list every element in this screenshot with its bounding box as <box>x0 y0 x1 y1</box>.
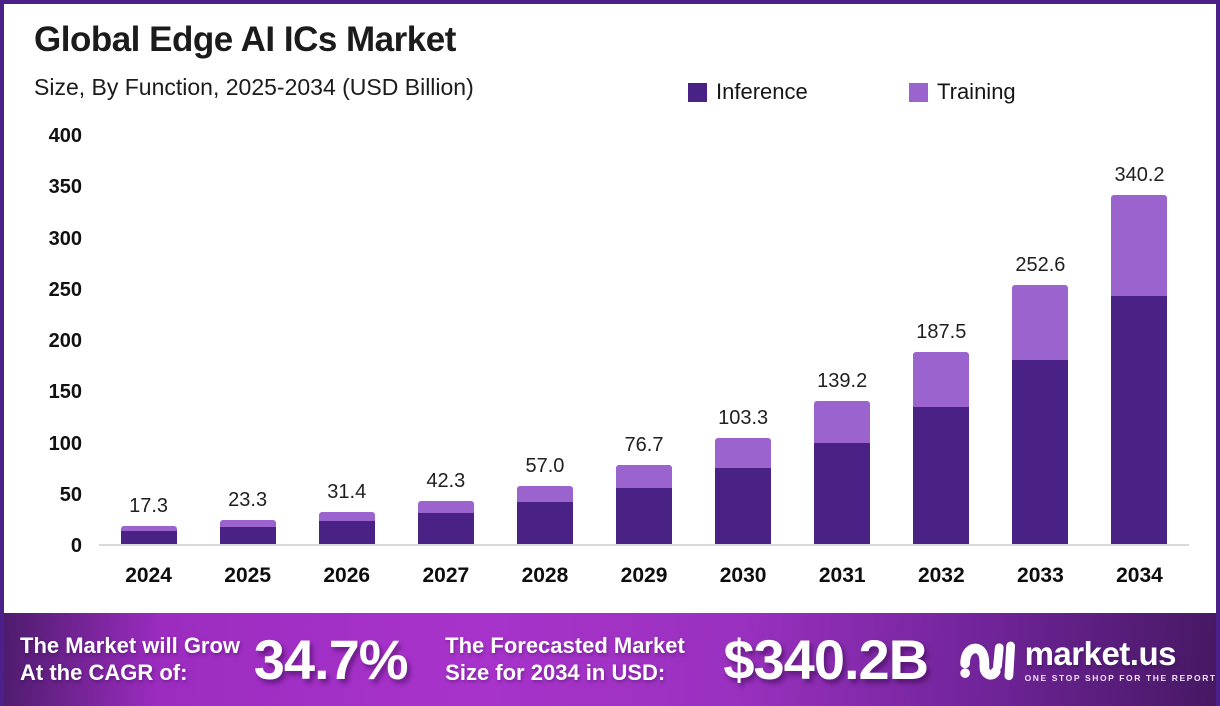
brand-tagline: ONE STOP SHOP FOR THE REPORTS <box>1024 672 1220 683</box>
x-axis-label-2026: 2026 <box>323 564 371 587</box>
bar-segment-training-2029 <box>616 465 673 489</box>
x-axis-label-2034: 2034 <box>1116 564 1163 587</box>
legend-label-training: Training <box>937 79 1016 104</box>
legend-swatch-training-icon <box>909 82 928 102</box>
bar-column-2027: 42.3 <box>396 136 495 544</box>
legend-item-training: Training <box>909 79 1016 105</box>
bar-segment-training-2024 <box>120 526 177 532</box>
bar-column-2029: 76.7 <box>594 136 693 544</box>
legend-item-inference: Inference <box>688 79 808 105</box>
bar-segment-training-2030 <box>715 438 772 468</box>
bar-segment-inference-2031 <box>814 443 871 544</box>
cagr-label: The Market will Grow At the CAGR of: <box>20 633 254 687</box>
bar-total-label: 23.3 <box>228 489 268 512</box>
y-axis-tick-label: 0 <box>70 535 82 557</box>
legend-swatch-inference-icon <box>688 82 707 102</box>
bar-column-2026: 31.4 <box>297 136 396 544</box>
cagr-label-line1: The Market will Grow <box>20 632 241 658</box>
page-title: Global Edge AI ICs Market <box>34 20 456 59</box>
bar-segment-inference-2024 <box>120 531 177 544</box>
cagr-label-line2: At the CAGR of: <box>20 659 188 685</box>
bar-segment-training-2028 <box>516 485 573 502</box>
bar-column-2024: 17.3 <box>99 136 198 544</box>
bar-segment-training-2033 <box>1012 285 1069 360</box>
y-axis-tick-label: 250 <box>48 278 82 301</box>
bar-segment-training-2027 <box>417 500 474 514</box>
forecast-label-line1: The Forecasted Market <box>445 632 685 658</box>
x-axis-label-2030: 2030 <box>719 564 767 587</box>
bar-segment-inference-2028 <box>516 501 573 544</box>
bar-column-2033: 252.6 <box>991 136 1090 544</box>
bar-total-label: 139.2 <box>817 370 868 393</box>
x-axis-label-2032: 2032 <box>917 564 965 587</box>
y-axis-tick-label: 50 <box>59 483 82 506</box>
brand-name: market.us <box>1024 634 1177 672</box>
x-axis-label-2025: 2025 <box>224 564 271 587</box>
bar-column-2028: 57.0 <box>495 136 594 544</box>
bar-segment-training-2025 <box>219 520 276 528</box>
bar-segment-training-2032 <box>913 351 970 407</box>
x-axis-label-2027: 2027 <box>422 564 470 587</box>
bar-segment-inference-2034 <box>1111 295 1168 544</box>
y-axis-tick-label: 100 <box>48 432 82 455</box>
brand-text: market.us ONE STOP SHOP FOR THE REPORTS <box>1024 634 1220 683</box>
footer-banner: The Market will Grow At the CAGR of: 34.… <box>4 613 1220 706</box>
bar-segment-training-2026 <box>318 511 375 522</box>
x-axis-label-2028: 2028 <box>521 564 569 587</box>
bar-column-2025: 23.3 <box>198 136 297 544</box>
bar-total-label: 57.0 <box>525 454 565 477</box>
x-axis-label-2033: 2033 <box>1017 564 1064 587</box>
bar-total-label: 187.5 <box>916 320 967 343</box>
x-axis-label-2029: 2029 <box>620 564 668 587</box>
plot-area: 17.3 23.3 31.4 42.3 57.0 76.7 103.3 139.2 187.5 2… <box>99 136 1189 546</box>
x-axis-labels: 2024 2025 2026 2027 2028 2029 2030 2031 2032 2033… <box>99 564 1189 588</box>
bar-total-label: 76.7 <box>624 434 664 457</box>
bar-column-2030: 103.3 <box>694 136 793 544</box>
forecast-value: $340.2B <box>723 628 929 691</box>
x-axis-label-2024: 2024 <box>125 564 172 587</box>
page-subtitle: Size, By Function, 2025-2034 (USD Billio… <box>34 74 474 100</box>
y-axis-tick-label: 150 <box>48 381 82 404</box>
y-axis-tick-label: 300 <box>48 227 82 250</box>
bar-column-2031: 139.2 <box>793 136 892 544</box>
bar-column-2032: 187.5 <box>892 136 991 544</box>
bar-segment-inference-2025 <box>219 527 276 544</box>
bar-total-label: 340.2 <box>1114 164 1165 187</box>
bar-segment-inference-2032 <box>913 406 970 544</box>
bar-segment-training-2034 <box>1111 195 1168 296</box>
market-us-brand: market.us ONE STOP SHOP FOR THE REPORTS <box>959 634 1220 684</box>
bar-total-label: 42.3 <box>426 469 466 492</box>
bar-segment-inference-2029 <box>616 488 673 544</box>
bar-segment-inference-2027 <box>417 513 474 544</box>
bar-total-label: 252.6 <box>1015 254 1066 277</box>
bar-column-2034: 340.2 <box>1090 136 1189 544</box>
bar-segment-inference-2026 <box>318 521 375 544</box>
y-axis-tick-label: 350 <box>48 176 82 199</box>
bar-segment-inference-2033 <box>1012 359 1069 544</box>
y-axis-tick-label: 400 <box>48 125 82 147</box>
bar-segment-inference-2030 <box>715 467 772 544</box>
bar-segment-training-2031 <box>814 401 871 444</box>
market-us-monogram-icon <box>959 641 1015 680</box>
legend-label-inference: Inference <box>716 79 808 104</box>
forecast-label: The Forecasted Market Size for 2034 in U… <box>445 633 723 687</box>
bar-total-label: 31.4 <box>327 480 367 503</box>
y-axis-tick-label: 200 <box>48 330 82 352</box>
cagr-value: 34.7% <box>253 628 409 691</box>
x-axis-label-2031: 2031 <box>818 564 866 587</box>
bar-total-label: 103.3 <box>718 407 769 430</box>
bar-total-label: 17.3 <box>129 495 169 518</box>
forecast-label-line2: Size for 2034 in USD: <box>445 659 666 685</box>
